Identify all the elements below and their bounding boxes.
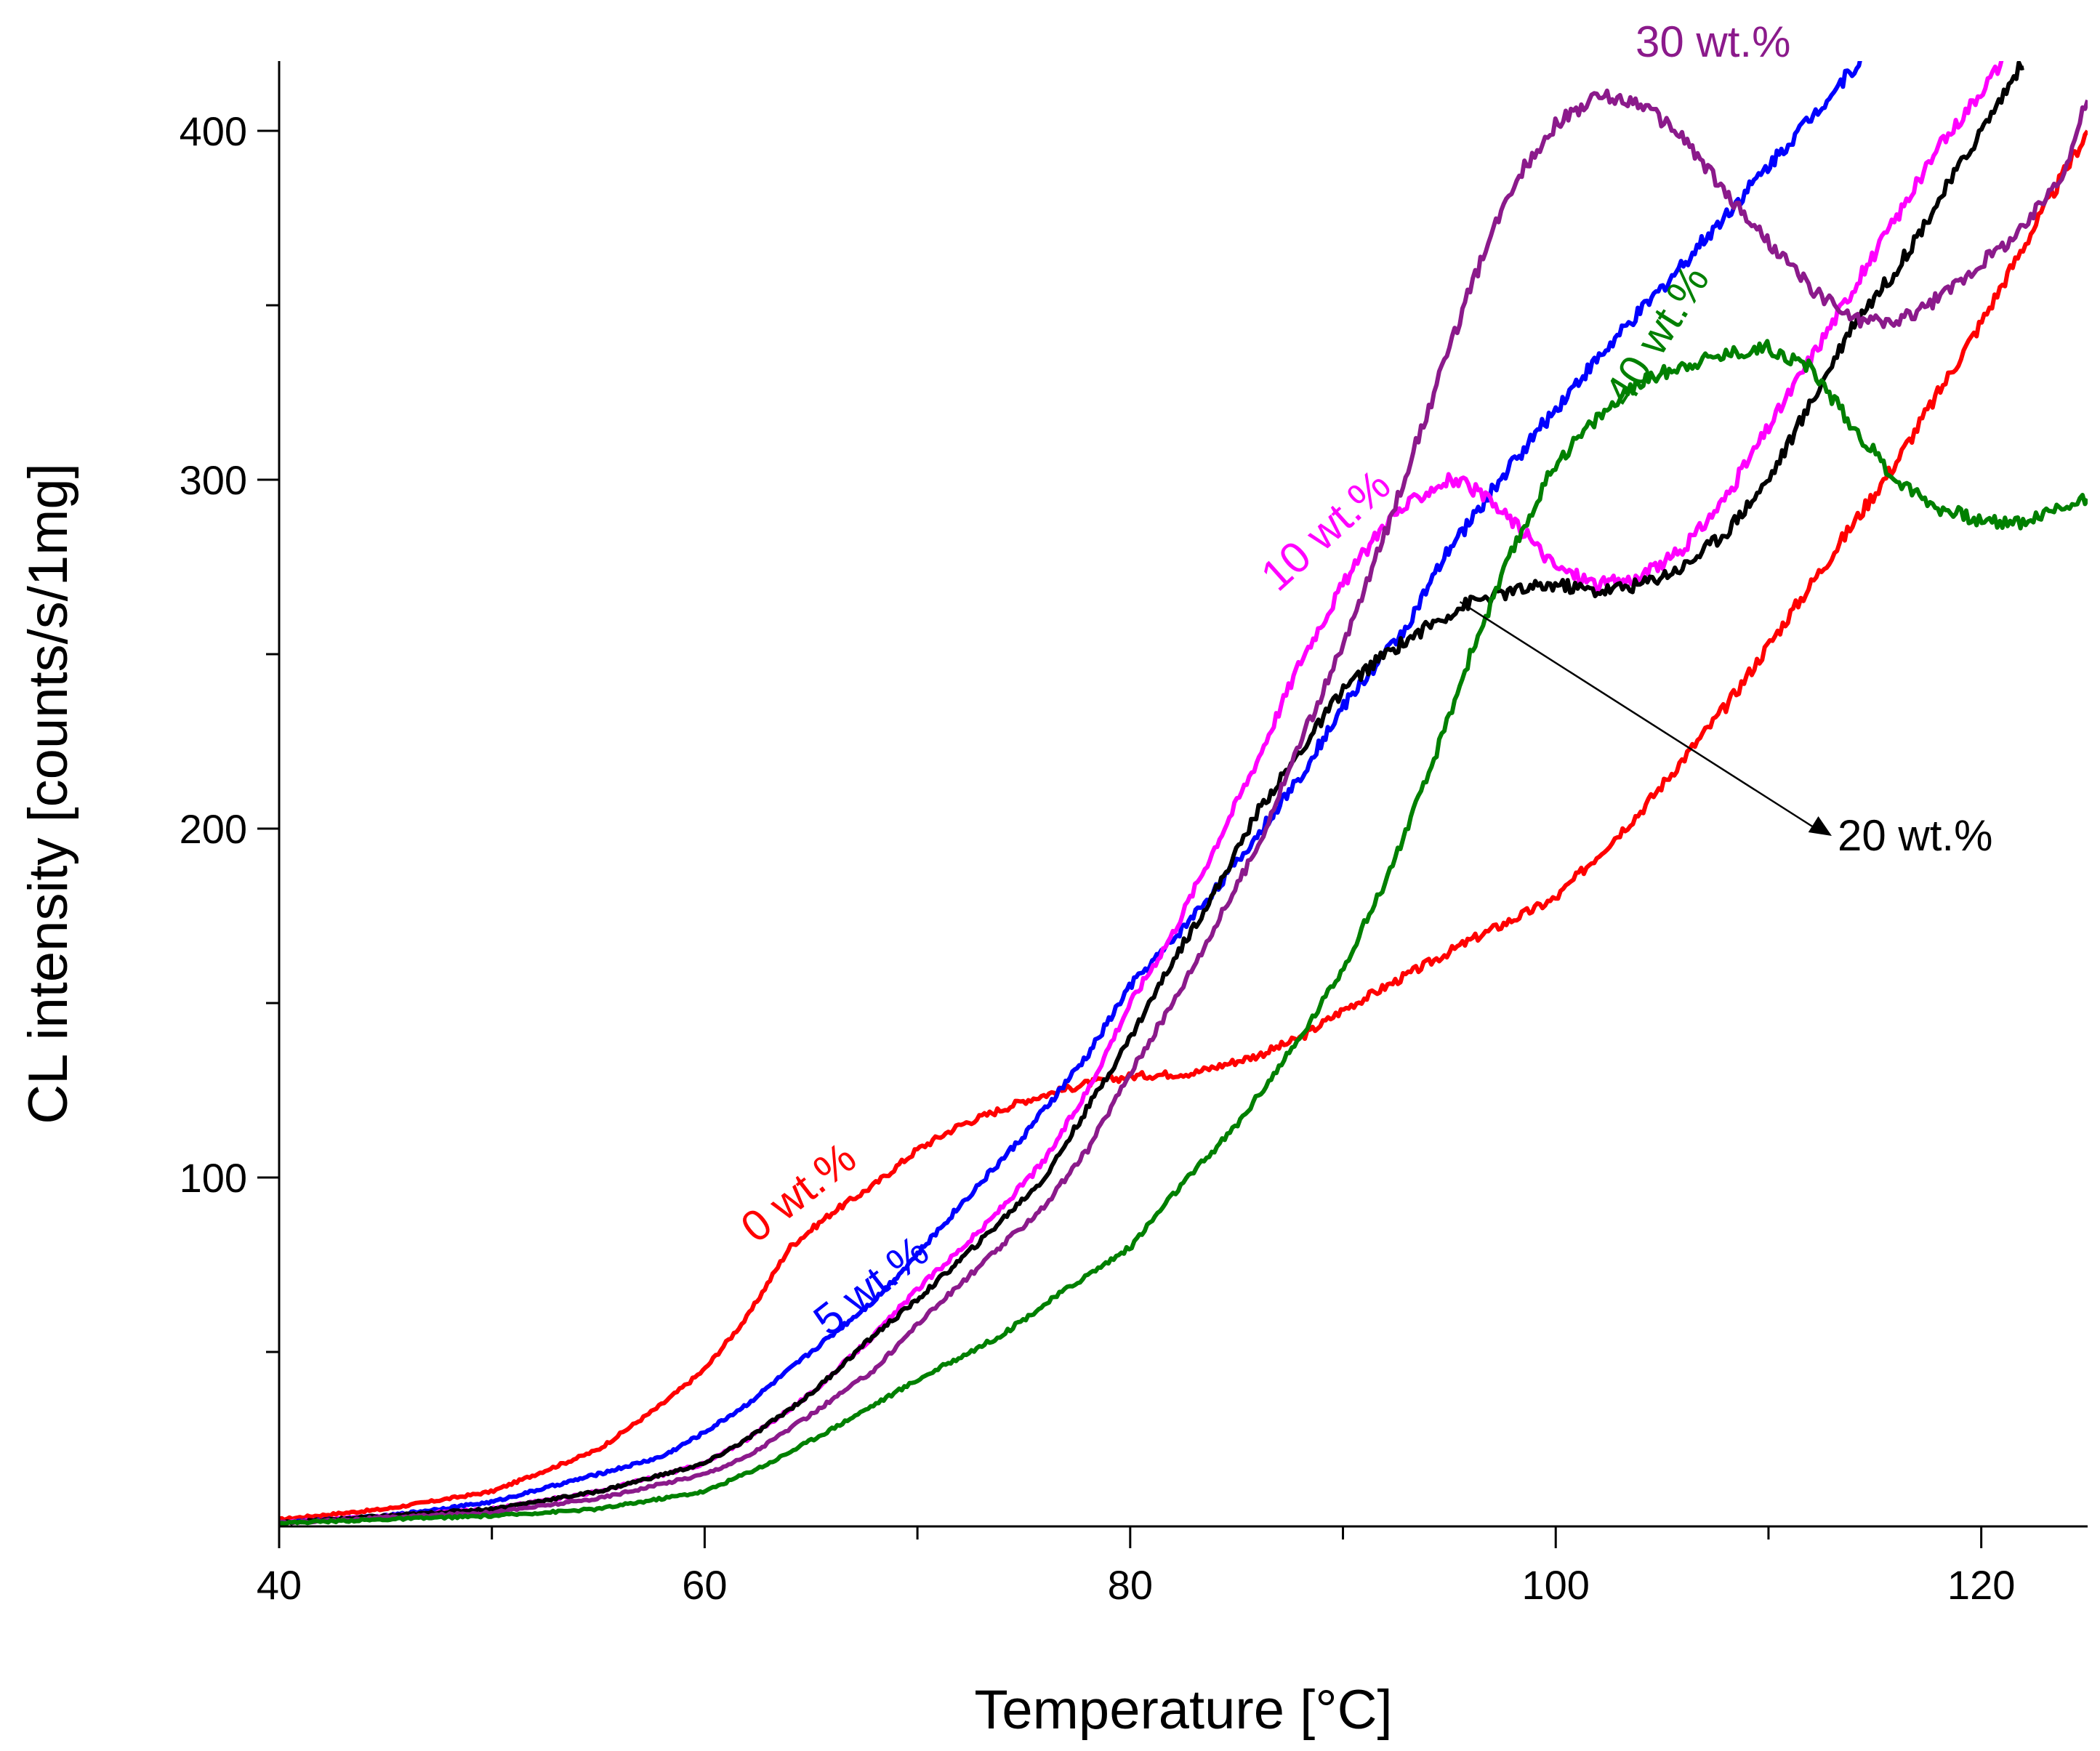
series-label-30-wt-: 30 wt.% [1636,17,1790,66]
axes-layer: 40 60 80 100 120 100 200 300 400 Temperature [°C]… [17,61,2088,1741]
x-tick-label: 100 [1522,1562,1590,1608]
series-layer [279,61,2088,1526]
x-tick-label: 80 [1108,1562,1153,1608]
series-line-40-wt- [279,339,2088,1526]
x-tick-label: 40 [257,1562,302,1608]
series-line-30-wt- [279,88,2088,1526]
y-axis-title: CL intensity [counts/s/1mg] [17,463,79,1124]
x-axis-title: Temperature [°C] [974,1679,1392,1741]
series-label-40-wt-: 40 wt.% [1595,257,1718,414]
y-tick-label: 100 [180,1155,247,1201]
x-tick-label: 60 [682,1562,727,1608]
y-tick-label: 200 [180,806,247,852]
series-label-0-wt-: 0 wt.% [732,1133,865,1252]
series-label-20-wt-: 20 wt.% [1838,811,1992,860]
annotation-arrow-line [1459,600,1817,830]
series-line-5-wt- [279,61,1862,1526]
series-label-5-wt-: 5 wt.% [805,1226,938,1345]
series-line-0-wt- [279,129,2088,1522]
series-line-20-wt- [279,61,2024,1526]
series-label-10-wt-: 10 wt.% [1252,460,1399,600]
y-tick-label: 400 [180,108,247,154]
series-line-10-wt- [279,61,2004,1526]
y-tick-label: 300 [180,457,247,503]
x-tick-label: 120 [1947,1562,2015,1608]
annotation-arrow-head [1808,816,1832,836]
